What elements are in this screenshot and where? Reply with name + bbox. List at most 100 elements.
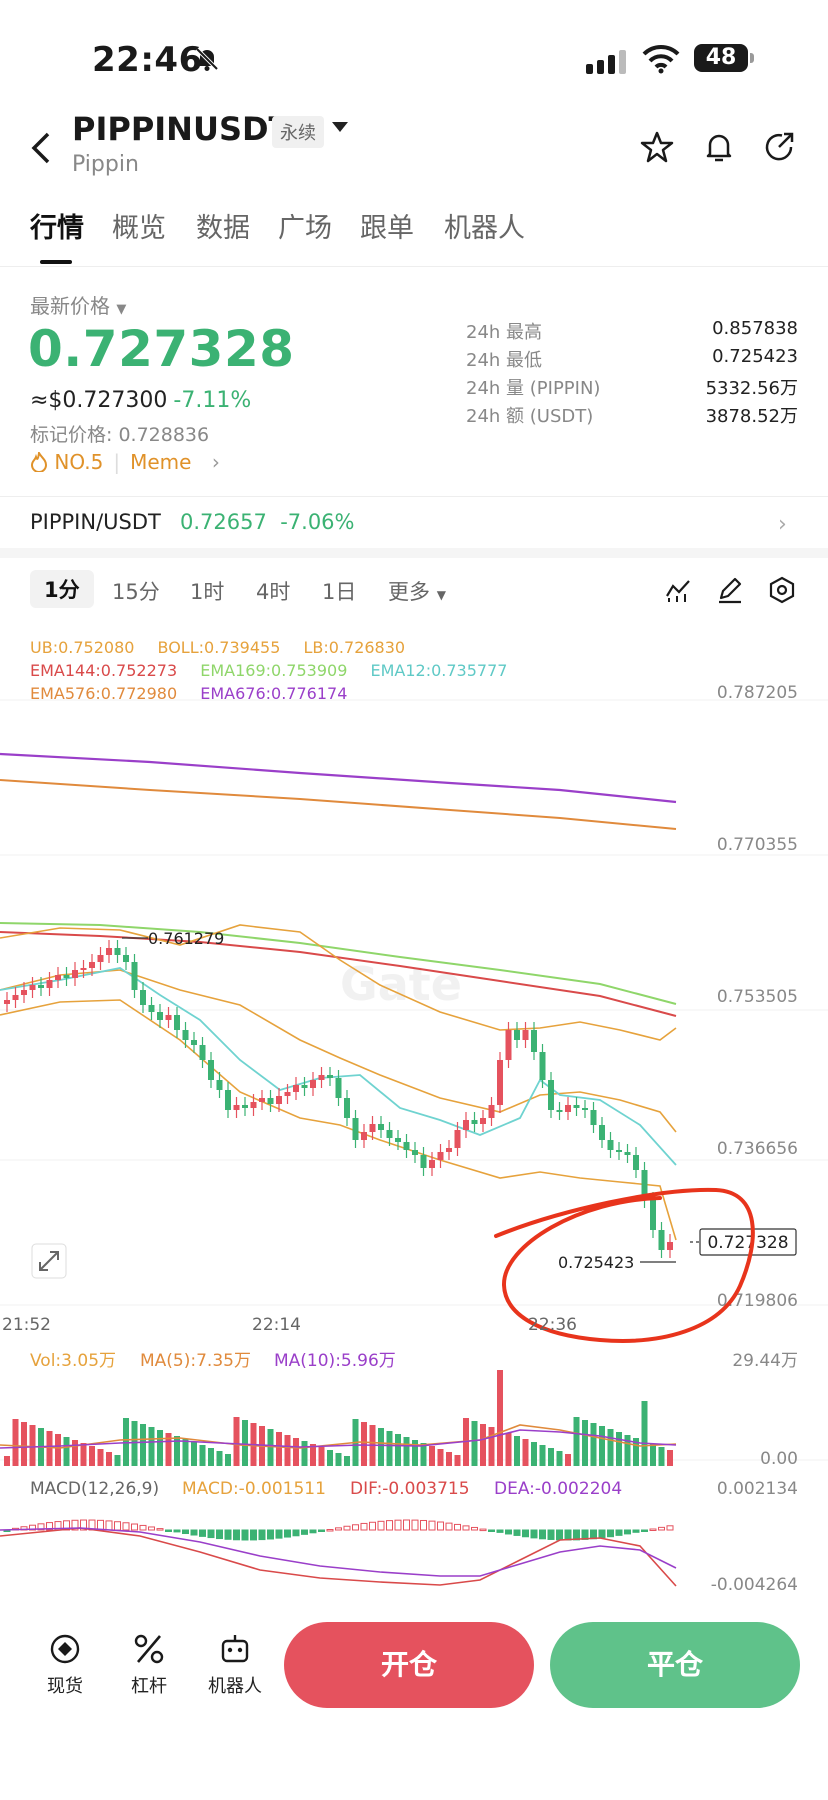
tab-data[interactable]: 数据 bbox=[196, 213, 250, 244]
bell-icon[interactable] bbox=[702, 130, 736, 164]
volume-bar bbox=[454, 1455, 461, 1466]
tab-square[interactable]: 广场 bbox=[278, 213, 332, 244]
back-arrow-icon[interactable] bbox=[26, 128, 60, 168]
expand-chart-icon[interactable] bbox=[31, 1243, 67, 1279]
macd-bar bbox=[394, 1519, 402, 1531]
nav-bot[interactable]: 机器人 bbox=[200, 1632, 270, 1698]
macd-bar bbox=[607, 1529, 614, 1538]
indicator-icon[interactable] bbox=[664, 576, 692, 604]
candle-body bbox=[55, 975, 61, 980]
nav-margin[interactable]: 杠杆 bbox=[114, 1632, 184, 1698]
macd-bar bbox=[105, 1520, 113, 1531]
macd-bar bbox=[301, 1529, 308, 1535]
token-name: Pippin bbox=[72, 152, 139, 177]
volume-bar bbox=[267, 1429, 274, 1466]
candle-body bbox=[437, 1152, 444, 1160]
macd-bar bbox=[420, 1519, 427, 1531]
boll-lower-line bbox=[0, 999, 677, 1241]
volume-bar bbox=[556, 1451, 563, 1466]
percent-icon bbox=[134, 1634, 164, 1664]
candle-body bbox=[80, 968, 87, 970]
candle-body bbox=[63, 975, 70, 978]
macd-bar bbox=[318, 1529, 325, 1532]
volume-bar bbox=[624, 1435, 631, 1466]
symbol-dropdown-caret-icon[interactable] bbox=[332, 122, 348, 132]
tab-overview[interactable]: 概览 bbox=[112, 213, 166, 244]
macd-bar bbox=[522, 1529, 529, 1538]
chevron-right-icon[interactable]: › bbox=[778, 512, 787, 537]
share-icon[interactable] bbox=[762, 130, 796, 164]
volume-bar bbox=[327, 1450, 333, 1466]
volume-bar bbox=[131, 1421, 138, 1466]
rank-tag-line[interactable]: NO.5 | Meme › bbox=[30, 450, 220, 474]
high-marker-label: 0.761279 bbox=[148, 929, 224, 948]
macd-bar bbox=[598, 1529, 606, 1539]
volume-bar bbox=[539, 1445, 546, 1466]
settings-hex-icon[interactable] bbox=[768, 576, 796, 604]
contract-type-badge[interactable]: 永续 bbox=[272, 116, 324, 148]
star-icon[interactable] bbox=[640, 130, 674, 164]
macd-bar bbox=[326, 1528, 334, 1532]
interval-1d[interactable]: 1日 bbox=[322, 580, 357, 604]
macd-bar bbox=[258, 1529, 266, 1541]
macd-bar bbox=[386, 1520, 393, 1531]
volume-bar bbox=[565, 1454, 571, 1466]
candle-body bbox=[403, 1142, 410, 1150]
volume-bar bbox=[21, 1422, 27, 1466]
candle-body bbox=[582, 1108, 588, 1110]
kline-chart[interactable]: 0.787205 0.770355 0.753505 0.736656 0.71… bbox=[0, 560, 828, 1600]
macd-bar bbox=[666, 1525, 674, 1531]
ema12-line bbox=[0, 967, 677, 1166]
candle-body bbox=[89, 962, 95, 968]
candle-body bbox=[369, 1124, 376, 1132]
volume-bar bbox=[242, 1420, 248, 1466]
macd-bar bbox=[496, 1529, 504, 1533]
ema12-value: EMA12:0.735777 bbox=[370, 661, 508, 680]
volume-bar bbox=[335, 1453, 342, 1466]
interval-1h[interactable]: 1时 bbox=[190, 580, 225, 604]
category-tag: Meme bbox=[130, 450, 192, 474]
latest-price-label[interactable]: 最新价格 ▼ bbox=[30, 294, 127, 318]
candle-body bbox=[29, 985, 36, 990]
interval-15m[interactable]: 15分 bbox=[112, 580, 160, 604]
macd-bar bbox=[275, 1529, 283, 1539]
symbol-title[interactable]: PIPPINUSDT bbox=[72, 110, 291, 148]
y-label-3: 0.753505 bbox=[717, 987, 798, 1007]
volume-bar bbox=[395, 1434, 401, 1466]
spot-pair[interactable]: PIPPIN/USDT bbox=[30, 510, 161, 534]
candle-body bbox=[505, 1030, 512, 1060]
boll-lb: LB:0.726830 bbox=[303, 638, 406, 657]
candle-body bbox=[327, 1075, 333, 1078]
candle-body bbox=[182, 1030, 189, 1040]
draw-pencil-icon[interactable] bbox=[716, 576, 744, 604]
volume-bar bbox=[522, 1439, 529, 1466]
tab-market[interactable]: 行情 bbox=[30, 213, 84, 244]
candle-body bbox=[573, 1105, 580, 1108]
candle-body bbox=[667, 1242, 673, 1250]
macd-bar bbox=[462, 1525, 470, 1531]
close-position-button[interactable]: 平仓 bbox=[550, 1622, 800, 1708]
candle-body bbox=[12, 995, 19, 1000]
ema144-value: EMA144:0.752273 bbox=[30, 661, 178, 680]
tab-copy-trading[interactable]: 跟单 bbox=[360, 213, 414, 244]
macd-dif-line bbox=[0, 1527, 677, 1587]
macd-bar bbox=[148, 1526, 155, 1531]
candle-body bbox=[284, 1092, 291, 1096]
interval-1m[interactable]: 1分 bbox=[30, 570, 94, 608]
rank-label: NO.5 bbox=[54, 450, 104, 474]
x-label-3: 22:36 bbox=[528, 1315, 577, 1335]
interval-more[interactable]: 更多 ▼ bbox=[388, 580, 446, 604]
volume-bar bbox=[412, 1440, 418, 1466]
interval-4h[interactable]: 4时 bbox=[256, 580, 291, 604]
macd-bar bbox=[335, 1527, 342, 1531]
nav-spot[interactable]: 现货 bbox=[30, 1632, 100, 1698]
tab-bots[interactable]: 机器人 bbox=[444, 213, 525, 244]
candle-body bbox=[208, 1060, 214, 1080]
y-label-2: 0.770355 bbox=[717, 835, 798, 855]
volume-bar bbox=[420, 1443, 427, 1466]
volume-bar bbox=[89, 1446, 95, 1466]
open-position-button[interactable]: 开仓 bbox=[284, 1622, 534, 1708]
candle-body bbox=[599, 1125, 605, 1140]
candle-body bbox=[242, 1105, 248, 1108]
boll-mid: BOLL:0.739455 bbox=[157, 638, 281, 657]
